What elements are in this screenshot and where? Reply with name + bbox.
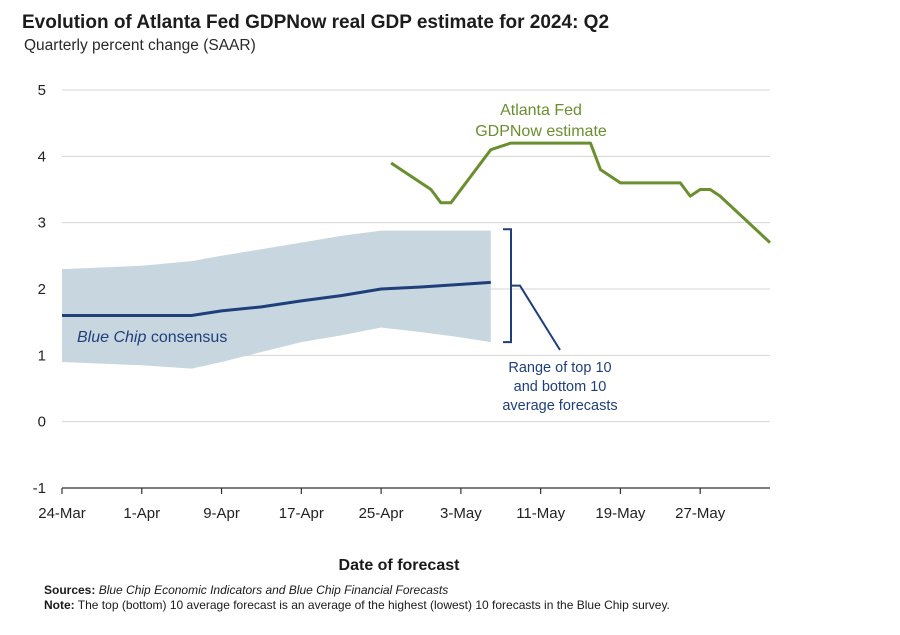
x-tick-label: 24-Mar [38,505,86,522]
blue-chip-line [62,280,491,317]
x-tick-label: 11-May [516,505,565,522]
y-tick-label: 4 [38,148,46,165]
x-tick-label: 1-Apr [123,505,160,522]
note-text: The top (bottom) 10 average forecast is … [77,598,670,612]
x-tick-label: 17-Apr [279,505,324,522]
chart-subtitle: Quarterly percent change (SAAR) [24,37,256,54]
range-label-line: Range of top 10 [508,360,611,376]
blue-chip-label-italic: Blue Chip [77,329,146,346]
sources-label: Sources: [44,583,96,597]
blue-chip-label-rest: consensus [146,329,227,346]
y-tick-label: 1 [38,347,46,364]
range-bracket [503,228,517,344]
gdpnow-chart: 5 4 3 2 1 0 -1 24-Mar 1-Apr 9-Apr 17-Apr 25-Apr 3-Ma… [33,82,772,574]
gdpnow-line [390,141,772,244]
range-label-line: average forecasts [502,398,617,414]
range-label-line: and bottom 10 [514,379,607,395]
sources-line: Sources: Blue Chip Economic Indicators a… [44,583,744,598]
note-label: Note: [44,598,75,612]
x-tick-label: 27-May [675,505,726,522]
x-tick-label: 25-Apr [359,505,404,522]
y-tick-label: 5 [38,82,46,99]
x-tick-label: 9-Apr [203,505,240,522]
note-line: Note: The top (bottom) 10 average foreca… [44,598,744,613]
gdpnow-label-line2: GDPNow estimate [475,123,607,140]
y-tick-label: 2 [38,281,46,298]
y-tick-label: -1 [33,480,46,497]
chart-title: Evolution of Atlanta Fed GDPNow real GDP… [22,12,610,33]
blue-chip-label: Blue Chip consensus [77,329,227,346]
x-tick-label: 19-May [595,505,646,522]
x-tick-label: 3-May [440,505,482,522]
chart-footer: Sources: Blue Chip Economic Indicators a… [44,583,744,613]
gdpnow-label-line1: Atlanta Fed [500,102,582,119]
x-axis-title: Date of forecast [339,557,461,574]
range-band [62,230,491,369]
sources-text: Blue Chip Economic Indicators and Blue C… [98,583,449,597]
range-leader-line [517,284,561,351]
y-tick-label: 0 [38,414,46,431]
y-tick-label: 3 [38,215,46,232]
